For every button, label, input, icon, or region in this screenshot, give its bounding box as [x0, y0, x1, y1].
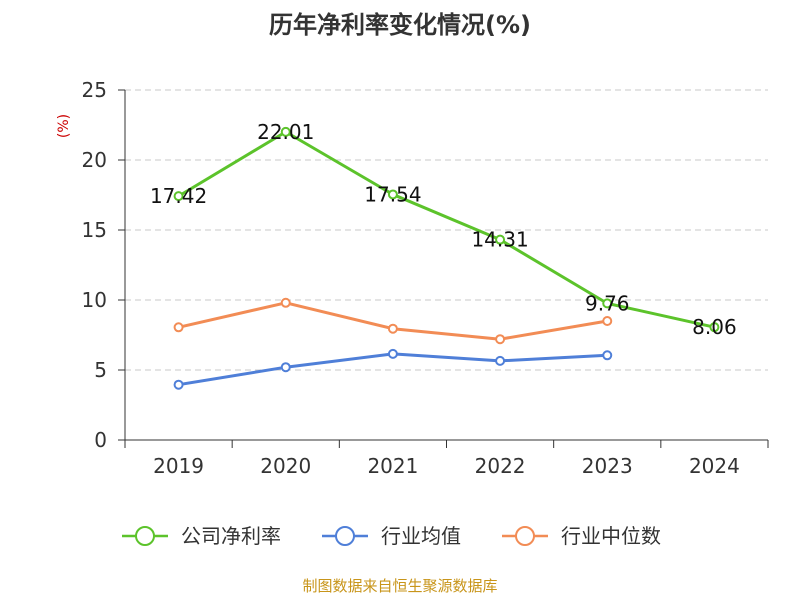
y-tick-label: 25 — [82, 78, 107, 102]
legend-marker — [515, 526, 535, 546]
legend[interactable]: 公司净利率 行业均值 行业中位数 — [122, 524, 661, 548]
data-point — [280, 297, 291, 308]
y-tick-label: 0 — [94, 428, 107, 452]
data-point — [173, 379, 184, 390]
data-point — [280, 126, 291, 137]
data-point — [495, 355, 506, 366]
data-point — [602, 298, 613, 309]
legend-item-0[interactable]: 公司净利率 — [122, 524, 281, 548]
data-point — [387, 189, 398, 200]
x-tick-label: 2022 — [475, 454, 526, 478]
y-tick-label: 15 — [82, 218, 107, 242]
x-tick-label: 2024 — [689, 454, 740, 478]
data-point — [280, 362, 291, 373]
data-point — [387, 348, 398, 359]
plot-area — [173, 126, 720, 390]
data-label: 22.01 — [257, 120, 314, 144]
data-point — [602, 350, 613, 361]
source-note: 制图数据来自恒生聚源数据库 — [302, 577, 497, 595]
legend-item-1[interactable]: 行业均值 — [322, 524, 461, 548]
chart-title: 历年净利率变化情况(%) — [269, 11, 531, 39]
data-point — [709, 322, 720, 333]
legend-label: 公司净利率 — [181, 524, 281, 548]
y-axis-unit-label: (%) — [56, 114, 72, 138]
data-point — [602, 316, 613, 326]
x-tick-label: 2020 — [260, 454, 311, 478]
series-line — [177, 130, 715, 329]
data-labels: 17.42 22.01 17.54 14.31 9.76 8.06 — [150, 120, 737, 339]
legend-marker — [335, 526, 355, 546]
legend-marker — [135, 526, 155, 546]
legend-label: 行业均值 — [381, 524, 461, 548]
series-line — [178, 301, 608, 341]
series-0 — [173, 126, 720, 333]
data-label: 17.42 — [150, 184, 207, 208]
legend-item-2[interactable]: 行业中位数 — [502, 524, 661, 548]
data-point — [495, 234, 506, 245]
x-tick-label: 2019 — [153, 454, 204, 478]
x-tick-label: 2021 — [367, 454, 418, 478]
data-point — [495, 334, 506, 345]
data-point — [173, 322, 184, 333]
y-tick-label: 20 — [82, 148, 107, 172]
legend-label: 行业中位数 — [561, 524, 661, 548]
series-2 — [173, 297, 613, 345]
data-label: 8.06 — [692, 315, 737, 339]
data-point — [387, 323, 398, 334]
data-label: 14.31 — [471, 228, 528, 252]
x-tick-label: 2023 — [582, 454, 633, 478]
y-tick-label: 5 — [94, 358, 107, 382]
data-label: 17.54 — [364, 182, 421, 206]
data-point — [173, 191, 184, 202]
grid-lines — [125, 89, 768, 371]
axes: 0 5 10 15 20 25 2019 2020 2021 2022 2023 2024 — [82, 78, 769, 478]
data-label: 9.76 — [585, 291, 630, 315]
series-1 — [173, 348, 613, 390]
y-tick-label: 10 — [82, 288, 107, 312]
